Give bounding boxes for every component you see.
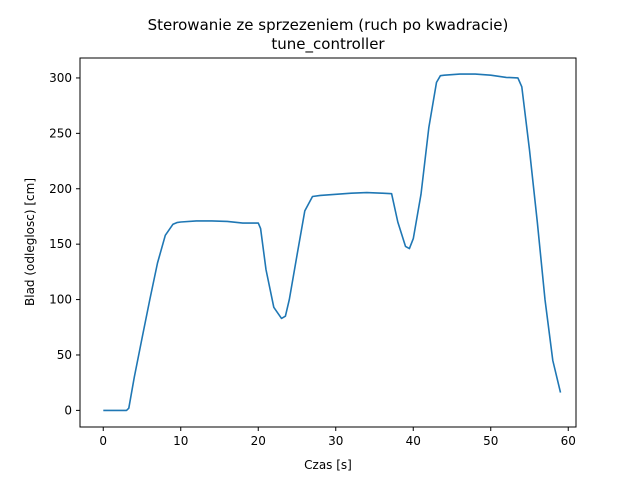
y-tick-label: 150 xyxy=(49,237,72,251)
y-axis-label: Blad (odleglosc) [cm] xyxy=(23,178,37,306)
chart-subtitle: tune_controller xyxy=(271,35,385,54)
x-axis-label: Czas [s] xyxy=(304,458,352,472)
chart-title: Sterowanie ze sprzezeniem (ruch po kwadr… xyxy=(148,16,509,34)
y-tick-label: 100 xyxy=(49,293,72,307)
axis-ticks: 0 10 20 30 40 50 60 0 50 100 150 200 250 300 xyxy=(49,71,576,448)
plot-area-frame xyxy=(79,57,577,428)
x-tick-label: 50 xyxy=(483,434,498,448)
y-tick-label: 0 xyxy=(64,403,72,417)
x-tick-label: 10 xyxy=(173,434,188,448)
y-tick-label: 300 xyxy=(49,71,72,85)
series-line xyxy=(103,73,562,412)
x-tick-label: 0 xyxy=(99,434,107,448)
x-tick-label: 20 xyxy=(251,434,266,448)
y-tick-label: 250 xyxy=(49,126,72,140)
plot-line-layer xyxy=(103,73,562,412)
y-tick-label: 50 xyxy=(57,348,72,362)
x-tick-label: 30 xyxy=(328,434,343,448)
y-tick-label: 200 xyxy=(49,182,72,196)
x-tick-label: 40 xyxy=(406,434,421,448)
x-tick-label: 60 xyxy=(561,434,576,448)
